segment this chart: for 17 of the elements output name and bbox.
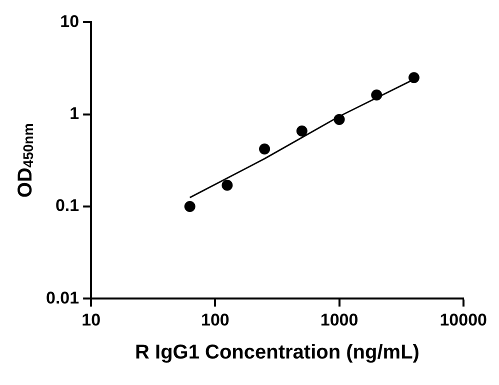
x-tick-label: 10000 [440,310,488,330]
x-tick-label: 10 [82,310,101,330]
y-tick-label: 0.01 [46,288,80,308]
point [259,144,270,155]
point [334,114,345,125]
point [222,180,233,191]
y-tick-label: 1 [70,104,80,124]
point [296,125,308,136]
point [184,200,196,212]
x-tick-label: 100 [200,310,230,330]
x-tick-label: 1000 [320,310,358,330]
x-axis-title: R IgG1 Concentration (ng/mL) [135,342,420,364]
y-tick-label: 0.1 [55,196,80,216]
y-axis-title: OD450nm [14,123,37,198]
point [408,72,420,84]
y-tick-label: 10 [60,12,80,31]
point [371,90,382,101]
